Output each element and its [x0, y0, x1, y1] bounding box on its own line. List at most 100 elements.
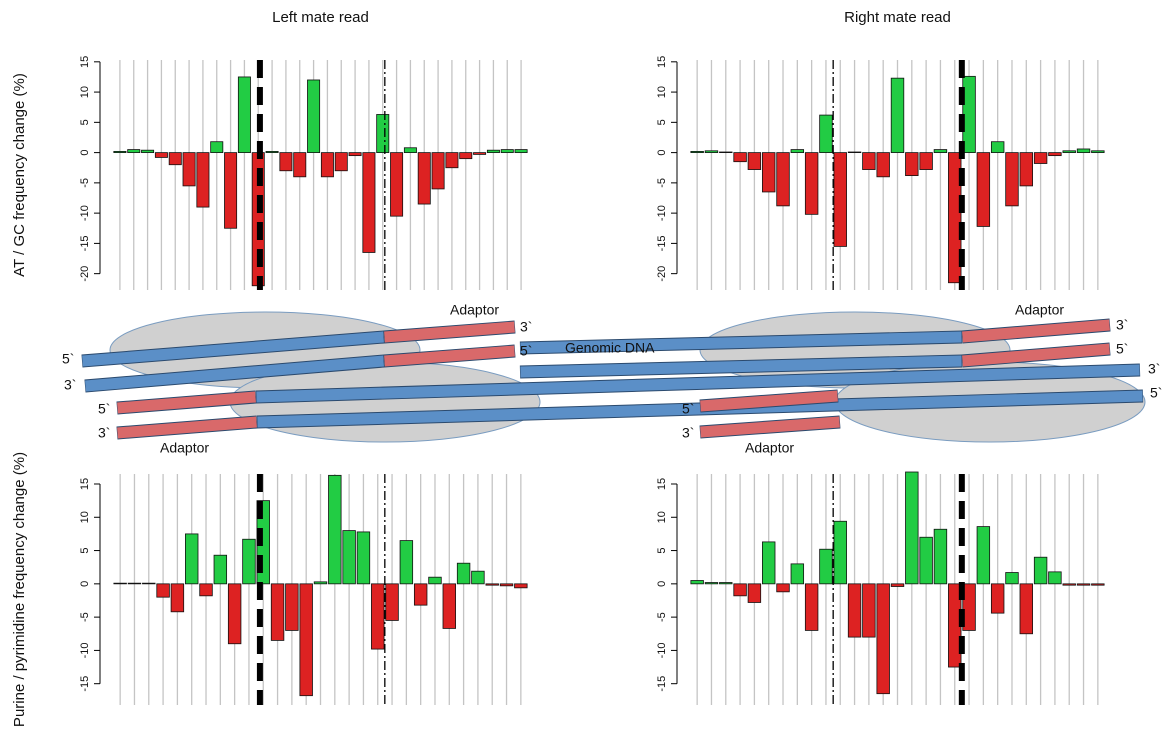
bar — [1063, 584, 1076, 585]
bar — [734, 584, 747, 596]
bar — [472, 571, 485, 584]
bar — [414, 584, 427, 605]
y-tick-label: -15 — [79, 676, 91, 692]
y-tick-label: -5 — [656, 612, 668, 622]
bar — [791, 564, 804, 584]
bar — [515, 150, 527, 153]
bar — [432, 153, 444, 189]
bar — [266, 151, 278, 152]
bar — [404, 148, 416, 153]
end-label: 5` — [682, 401, 694, 417]
bar — [1077, 149, 1090, 153]
bar — [977, 527, 990, 584]
bar — [390, 153, 402, 217]
bar — [128, 150, 140, 153]
y-tick-label: 15 — [79, 56, 91, 68]
end-label: 5` — [98, 401, 110, 417]
bar — [169, 153, 181, 165]
bar — [920, 537, 933, 584]
y-tick-label: 5 — [79, 547, 91, 553]
bar — [377, 114, 389, 152]
bar — [286, 584, 299, 631]
bar — [501, 150, 513, 153]
bar — [349, 153, 361, 156]
bar — [805, 584, 818, 631]
bar — [820, 549, 833, 584]
bar — [1020, 584, 1033, 634]
bar — [142, 583, 155, 584]
bar — [734, 153, 747, 162]
adaptor-label: Adaptor — [1015, 302, 1064, 318]
bar — [515, 584, 528, 588]
bar — [183, 153, 195, 186]
bar — [748, 584, 761, 603]
bar — [271, 584, 284, 641]
y-tick-label: -10 — [656, 642, 668, 658]
bar — [1006, 153, 1019, 206]
end-label: 3` — [1116, 317, 1128, 333]
bar — [238, 77, 250, 153]
bar — [906, 153, 919, 176]
bar — [805, 153, 818, 215]
bar — [500, 584, 513, 586]
y-tick-label: 0 — [79, 150, 91, 156]
end-label: 3` — [1148, 361, 1160, 377]
y-tick-label: -10 — [79, 205, 91, 221]
y-tick-label: 0 — [79, 581, 91, 587]
bar — [891, 584, 904, 587]
bar — [443, 584, 456, 629]
bar — [294, 153, 306, 177]
bar — [446, 153, 458, 168]
bar — [114, 583, 127, 584]
bar — [719, 583, 732, 584]
y-tick-label: 10 — [656, 511, 668, 523]
bar — [934, 150, 947, 153]
genomic-label: Genomic DNA — [565, 340, 655, 356]
bar — [487, 150, 499, 152]
bar — [877, 584, 890, 694]
bar — [834, 521, 847, 584]
bar — [748, 153, 761, 170]
y-tick-label: -10 — [79, 642, 91, 658]
bar — [197, 153, 209, 207]
bar — [429, 577, 442, 584]
bar — [363, 153, 375, 253]
y-tick-label: 5 — [656, 119, 668, 125]
bar — [705, 151, 718, 153]
y-tick-label: 15 — [656, 56, 668, 68]
bar — [321, 153, 333, 177]
y-tick-label: -20 — [79, 266, 91, 282]
end-label: 5` — [520, 343, 532, 359]
bar — [171, 584, 184, 612]
y-tick-label: 5 — [79, 119, 91, 125]
strand — [701, 422, 840, 432]
y-tick-label: 10 — [79, 86, 91, 98]
end-label: 5` — [1150, 385, 1162, 401]
bar — [1049, 572, 1062, 584]
bar — [906, 472, 919, 584]
bar-chart: -15-10-5051015Purine / pyrimidine freque… — [11, 452, 527, 727]
bar — [307, 80, 319, 153]
y-tick-label: -5 — [79, 178, 91, 188]
y-tick-label: -10 — [656, 205, 668, 221]
bar — [977, 153, 990, 227]
bar — [991, 584, 1004, 613]
bar — [777, 584, 790, 592]
bar — [1006, 573, 1019, 584]
bar — [1034, 557, 1047, 584]
bar — [934, 529, 947, 584]
bar — [848, 152, 861, 153]
bar — [200, 584, 213, 596]
y-axis-label: Purine / pyrimidine frequency change (%) — [11, 452, 28, 727]
bar — [691, 581, 704, 584]
y-tick-label: 5 — [656, 547, 668, 553]
chart-title: Right mate read — [844, 9, 951, 26]
bar — [1092, 151, 1105, 153]
bar — [300, 584, 313, 696]
bar — [224, 153, 236, 229]
adaptor-label: Adaptor — [745, 440, 794, 456]
chart-title: Left mate read — [272, 9, 369, 26]
y-tick-label: -15 — [79, 235, 91, 251]
y-tick-label: 15 — [79, 478, 91, 490]
bar — [848, 584, 861, 637]
